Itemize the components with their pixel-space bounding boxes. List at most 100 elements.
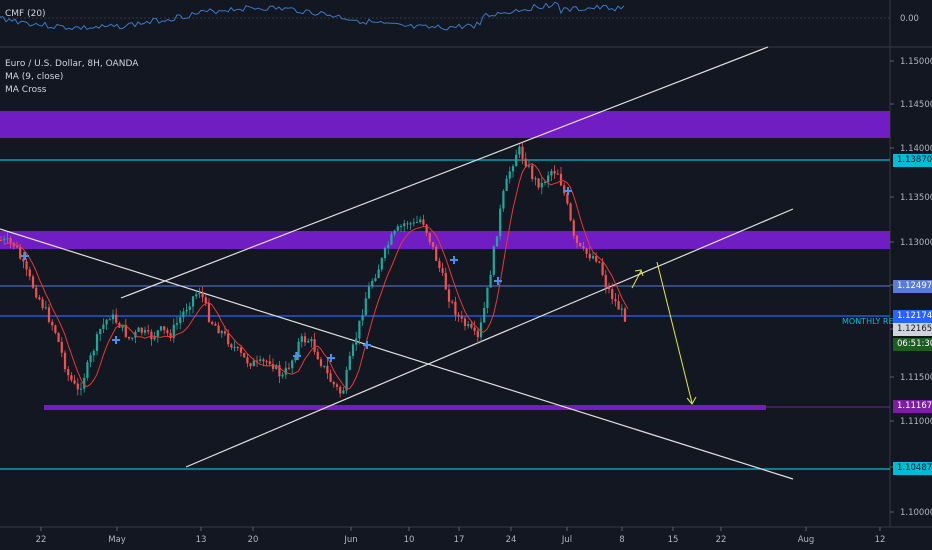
candle-body — [255, 360, 259, 362]
candle-body — [102, 324, 105, 330]
channel-lower-trendline[interactable] — [185, 208, 794, 468]
candle-body — [172, 324, 175, 339]
price-tick-label: 1.11500 — [900, 373, 932, 383]
candle-body — [332, 381, 335, 385]
cmf-indicator-label[interactable]: CMF (20) — [5, 9, 46, 19]
candle-body — [335, 384, 339, 387]
candle-body — [479, 322, 483, 338]
candle-body — [54, 325, 57, 333]
candle-body — [367, 286, 371, 299]
candle-body — [601, 262, 604, 275]
symbol-title[interactable]: Euro / U.S. Dollar, 8H, OANDA — [5, 59, 139, 69]
candle-body — [403, 223, 406, 227]
candle-body — [121, 324, 124, 328]
candle-body — [425, 224, 428, 233]
cmf-value-label: 0.00 — [900, 14, 919, 24]
candle-body — [540, 183, 543, 188]
candle-body — [191, 296, 195, 307]
candle-body — [115, 314, 118, 323]
candle-body — [611, 289, 614, 300]
candle-body — [419, 219, 422, 222]
channel-upper-trendline[interactable] — [120, 46, 769, 299]
candle-body — [371, 280, 374, 287]
candle-body — [223, 331, 227, 334]
candle-body — [201, 293, 204, 298]
candle-body — [361, 315, 364, 321]
candle-body — [169, 333, 172, 339]
candle-body — [140, 327, 143, 333]
candle-body — [281, 374, 284, 377]
monthly-res-annotation[interactable]: MONTHLY RES — [842, 317, 899, 326]
candle-body — [620, 308, 623, 310]
price-tick-label: 1.14000 — [900, 144, 932, 154]
time-tick-label: 22 — [716, 535, 727, 545]
candle-body — [259, 359, 262, 361]
candle-body — [230, 344, 233, 348]
candle-body — [271, 363, 275, 369]
candle-body — [374, 278, 377, 281]
projection-arrow-down[interactable] — [656, 261, 693, 404]
candle-body — [6, 238, 9, 240]
candle-body — [358, 320, 361, 339]
ma-indicator-label[interactable]: MA (9, close) — [5, 72, 64, 82]
price-axis-label: 1.12165 — [893, 323, 932, 336]
candle-body — [585, 248, 588, 254]
candle-body — [518, 146, 521, 155]
price-tick-label: 1.11000 — [900, 417, 932, 427]
candle-body — [236, 347, 239, 349]
candle-body — [582, 246, 585, 249]
candle-body — [294, 356, 297, 361]
candle-body — [499, 208, 502, 237]
candle-body — [35, 287, 38, 298]
candle-body — [188, 306, 191, 310]
candle-body — [9, 238, 12, 243]
cmf-indicator-line[interactable] — [0, 1, 625, 31]
time-tick-label: Jul — [561, 535, 572, 545]
candle-body — [444, 272, 447, 290]
time-tick-label: 13 — [196, 535, 207, 545]
candle-body — [220, 331, 223, 334]
candle-body — [435, 246, 438, 261]
candle-body — [492, 246, 495, 275]
projection-arrow-up[interactable] — [631, 270, 642, 289]
candle-body — [147, 330, 150, 332]
ma-cross-markers — [21, 187, 572, 362]
candle-body — [531, 165, 534, 179]
candle-body — [380, 257, 383, 270]
candle-body — [451, 301, 454, 303]
time-axis[interactable]: 22 May 13 20 Jun 10 17 24 Jul 8 15 22 Aug 12 — [36, 527, 886, 545]
candle-body — [214, 323, 217, 326]
candle-body — [316, 351, 319, 360]
time-tick-label: 10 — [404, 535, 415, 545]
candle-body — [457, 314, 460, 317]
candle-body — [28, 269, 31, 277]
candle-body — [566, 193, 569, 204]
time-tick-label: May — [108, 535, 126, 545]
candle-body — [355, 338, 358, 345]
candle-body — [204, 297, 207, 303]
candle-body — [89, 355, 92, 363]
candle-body — [351, 344, 355, 356]
price-axis-label: 06:51:30 — [893, 338, 932, 351]
candle-body — [15, 246, 19, 248]
candle-body — [73, 380, 76, 384]
candle-body — [438, 260, 441, 269]
candle-body — [44, 307, 47, 309]
support-zone-lower[interactable] — [44, 405, 766, 410]
candlestick-series[interactable] — [0, 142, 627, 398]
ma-cross-indicator-label[interactable]: MA Cross — [5, 85, 47, 95]
price-axis-label: 1.11167 — [893, 400, 932, 413]
candle-body — [137, 327, 140, 332]
candle-body — [319, 359, 323, 366]
candle-body — [393, 230, 396, 235]
descending-trendline[interactable] — [0, 228, 794, 480]
candle-body — [595, 256, 598, 262]
candle-body — [243, 352, 246, 358]
candle-body — [83, 377, 86, 389]
resistance-zone-upper[interactable] — [0, 111, 890, 138]
resistance-zone-middle[interactable] — [0, 231, 890, 249]
candle-body — [323, 365, 326, 367]
candle-body — [422, 219, 425, 225]
candle-body — [239, 347, 243, 353]
